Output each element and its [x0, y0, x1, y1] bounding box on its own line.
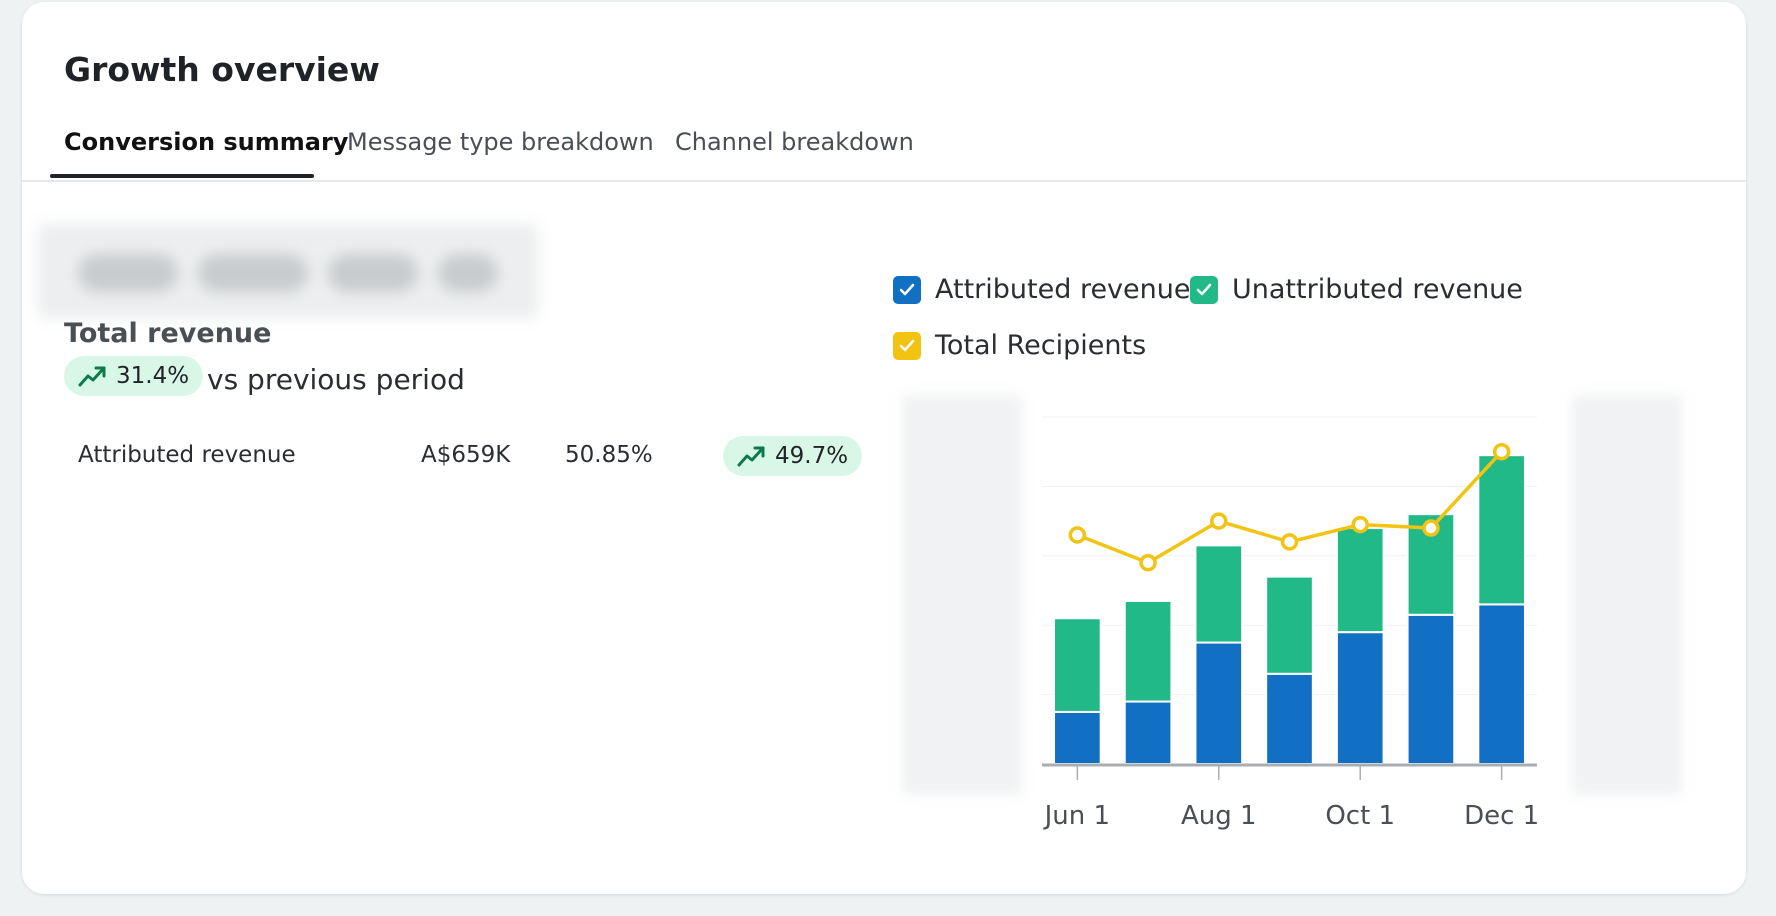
redacted-left-axis	[902, 395, 1022, 795]
active-tab-indicator	[50, 174, 314, 178]
row-change-badge: 49.7%	[723, 436, 863, 476]
bar-attributed-revenue	[1123, 700, 1173, 766]
bar-attributed-revenue	[1265, 672, 1314, 765]
bar-attributed-revenue	[1053, 710, 1102, 766]
bar-unattributed-revenue	[1123, 599, 1173, 703]
point-total-recipients	[1139, 553, 1157, 572]
legend-label: Unattributed revenue	[1232, 274, 1523, 305]
row-change: 49.7%	[775, 443, 849, 469]
bar-unattributed-revenue	[1194, 544, 1244, 644]
tab-channel-breakdown[interactable]: Channel breakdown	[675, 128, 914, 156]
bar-attributed-revenue	[1477, 603, 1526, 765]
checkbox-checked-icon[interactable]	[1190, 275, 1218, 304]
bar-attributed-revenue	[1335, 631, 1385, 765]
row-name: Attributed revenue	[78, 442, 296, 468]
bar-attributed-revenue	[1194, 641, 1244, 765]
legend-attributed-revenue[interactable]: Attributed revenue	[893, 274, 1191, 305]
legend-label: Total Recipients	[935, 330, 1147, 361]
x-tick-label: Aug 1	[1181, 801, 1257, 831]
trending-up-icon	[737, 446, 765, 467]
tab-bar: Conversion summary Message type breakdow…	[22, 120, 1746, 182]
checkbox-checked-icon[interactable]	[893, 275, 921, 304]
trending-up-icon	[78, 366, 106, 387]
comparison-text: vs previous period	[207, 363, 465, 396]
bar-attributed-revenue	[1406, 613, 1456, 765]
tab-message-type-breakdown[interactable]: Message type breakdown	[347, 128, 654, 156]
chart-plot: Jun 1 Aug 1 Oct 1 Dec 1	[1042, 416, 1539, 831]
growth-chart: Jun 1 Aug 1 Oct 1 Dec 1	[892, 387, 1702, 847]
point-total-recipients	[1492, 442, 1511, 461]
tab-conversion-summary[interactable]: Conversion summary	[64, 128, 349, 156]
point-total-recipients	[1280, 533, 1299, 551]
x-tick-label: Dec 1	[1464, 801, 1539, 831]
total-revenue-label: Total revenue	[64, 318, 272, 349]
checkbox-checked-icon[interactable]	[893, 331, 921, 360]
bar-unattributed-revenue	[1477, 454, 1526, 606]
total-revenue-change-badge: 31.4%	[64, 356, 204, 396]
growth-overview-card: Growth overview Conversion summary Messa…	[22, 2, 1746, 894]
redacted-right-axis	[1572, 395, 1682, 795]
legend-total-recipients[interactable]: Total Recipients	[893, 330, 1146, 361]
point-total-recipients	[1068, 526, 1087, 544]
breakdown-row-attributed: Attributed revenue A$659K 50.85% 49.7%	[78, 436, 868, 478]
point-total-recipients	[1210, 512, 1228, 530]
legend-label: Attributed revenue	[935, 274, 1191, 305]
bar-unattributed-revenue	[1053, 617, 1102, 713]
x-tick-label: Oct 1	[1325, 801, 1395, 831]
total-revenue-change: 31.4%	[116, 363, 190, 389]
row-value: A$659K	[421, 442, 511, 468]
legend-unattributed-revenue[interactable]: Unattributed revenue	[1190, 274, 1523, 305]
point-total-recipients	[1422, 519, 1440, 537]
redacted-total-value	[38, 224, 538, 318]
point-total-recipients	[1351, 515, 1369, 534]
card-title: Growth overview	[64, 50, 380, 89]
bar-unattributed-revenue	[1335, 527, 1385, 634]
row-share: 50.85%	[565, 442, 653, 468]
bar-unattributed-revenue	[1265, 575, 1314, 675]
x-tick-label: Jun 1	[1043, 801, 1110, 831]
